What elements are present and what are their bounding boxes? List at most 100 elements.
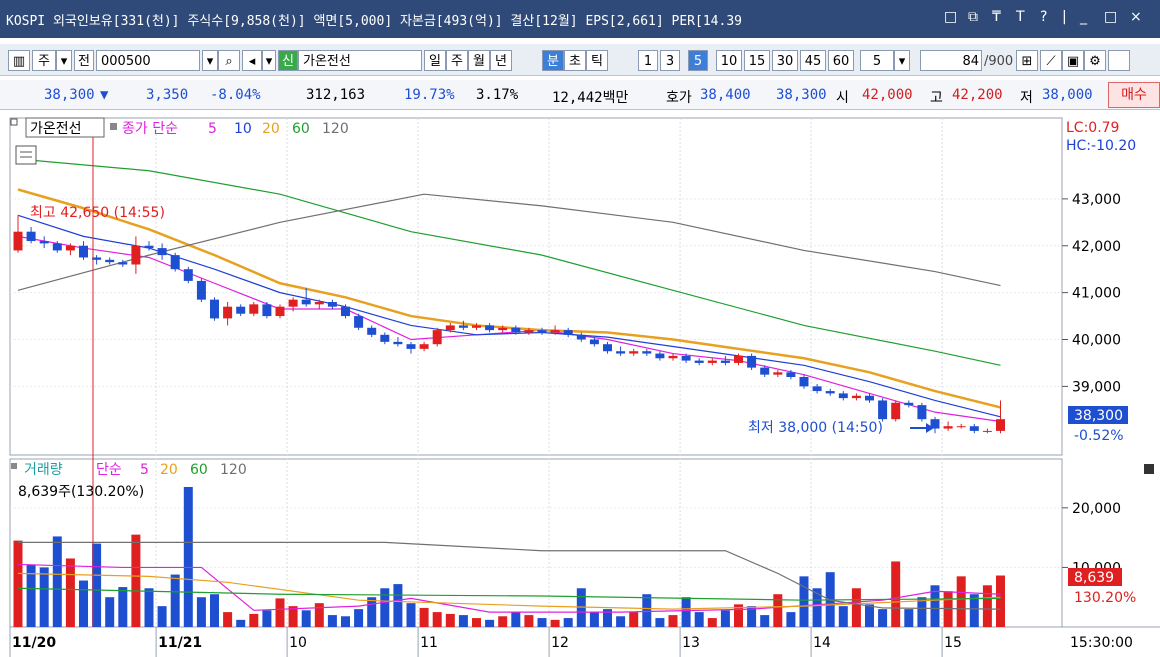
count-input[interactable]: 84 [920, 50, 982, 71]
drawing-icon[interactable]: ⟋ [1040, 50, 1062, 71]
minimize-icon[interactable]: _ [1080, 9, 1087, 25]
candle[interactable] [380, 334, 390, 342]
search-icon[interactable]: ⌕ [218, 50, 240, 71]
volume-bar[interactable] [838, 606, 848, 627]
candle[interactable] [79, 245, 88, 258]
period-week[interactable]: 주 [446, 50, 468, 71]
candle[interactable] [655, 353, 665, 359]
candle[interactable] [367, 327, 377, 335]
volume-bar[interactable] [393, 584, 403, 627]
candle[interactable] [786, 372, 796, 377]
volume-bar[interactable] [79, 580, 88, 627]
candle[interactable] [170, 255, 180, 270]
candle[interactable] [629, 351, 639, 354]
volume-bar[interactable] [668, 615, 678, 627]
candle[interactable] [891, 402, 901, 420]
volume-bar[interactable] [314, 603, 324, 627]
settings-icon[interactable]: ⚙ [1084, 50, 1106, 71]
volume-bar[interactable] [891, 561, 901, 627]
candle[interactable] [642, 351, 652, 354]
volume-bar[interactable] [956, 576, 966, 627]
interval-45[interactable]: 45 [800, 50, 826, 71]
candle[interactable] [865, 395, 874, 401]
candle[interactable] [249, 304, 259, 314]
volume-bar[interactable] [694, 612, 704, 627]
volume-bar[interactable] [734, 604, 743, 627]
code-dropdown-icon[interactable]: ▾ [202, 50, 218, 71]
candle[interactable] [707, 360, 717, 363]
candle[interactable] [720, 360, 730, 363]
period-month[interactable]: 월 [468, 50, 490, 71]
font-icon[interactable]: T [1016, 9, 1025, 25]
candle[interactable] [354, 316, 364, 328]
volume-bar[interactable] [563, 618, 573, 627]
volume-bar[interactable] [39, 567, 49, 627]
candle[interactable] [603, 344, 612, 352]
candle[interactable] [799, 377, 809, 387]
volume-bar[interactable] [419, 607, 429, 627]
candle[interactable] [734, 355, 743, 363]
volume-bar[interactable] [380, 588, 390, 627]
volume-bar[interactable] [603, 609, 612, 627]
candle[interactable] [118, 262, 128, 265]
candle[interactable] [105, 259, 115, 263]
period-year[interactable]: 년 [490, 50, 512, 71]
volume-bar[interactable] [301, 610, 311, 627]
candle[interactable] [747, 355, 757, 368]
type-select[interactable]: 주 [32, 50, 56, 71]
candle[interactable] [760, 367, 770, 375]
volume-bar[interactable] [210, 594, 219, 627]
candle[interactable] [668, 355, 678, 359]
volume-bar[interactable] [707, 618, 717, 627]
volume-bar[interactable] [812, 588, 822, 627]
volume-bar[interactable] [865, 604, 874, 627]
volume-bar[interactable] [327, 615, 337, 627]
volume-bar[interactable] [170, 574, 180, 627]
volume-bar[interactable] [183, 486, 193, 627]
candle[interactable] [812, 386, 822, 392]
candle[interactable] [314, 302, 324, 305]
volume-bar[interactable] [616, 616, 626, 627]
volume-bar[interactable] [13, 540, 23, 627]
checkbox[interactable] [1108, 50, 1130, 71]
volume-bar[interactable] [262, 610, 272, 627]
period-day[interactable]: 일 [424, 50, 446, 71]
interval-15[interactable]: 15 [744, 50, 770, 71]
candle[interactable] [458, 325, 468, 328]
volume-bar[interactable] [472, 618, 481, 627]
candle[interactable] [406, 344, 416, 349]
candle[interactable] [183, 269, 193, 281]
candle[interactable] [393, 341, 403, 345]
candle[interactable] [210, 299, 219, 319]
volume-bar[interactable] [288, 606, 298, 627]
candle[interactable] [576, 334, 586, 340]
volume-bar[interactable] [157, 606, 167, 627]
volume-bar[interactable] [354, 609, 364, 627]
candle[interactable] [341, 306, 350, 317]
stock-name-field[interactable]: 가온전선 [298, 50, 422, 71]
volume-bar[interactable] [105, 597, 115, 627]
volume-bar[interactable] [550, 619, 560, 627]
layout-icon[interactable]: ▥ [8, 50, 30, 71]
candle[interactable] [904, 402, 914, 406]
candle[interactable] [982, 430, 992, 432]
restore-icon[interactable]: □ [944, 9, 958, 25]
candle[interactable] [969, 426, 979, 431]
candle[interactable] [485, 325, 495, 331]
candle[interactable] [157, 248, 167, 256]
volume-bar[interactable] [878, 609, 888, 627]
interval-1[interactable]: 1 [638, 50, 658, 71]
candle[interactable] [943, 426, 953, 429]
volume-bar[interactable] [982, 585, 992, 627]
prev-button[interactable]: 전 [74, 50, 94, 71]
volume-bar[interactable] [458, 615, 468, 627]
volume-bar[interactable] [249, 613, 259, 627]
candle[interactable] [472, 325, 481, 328]
candle[interactable] [511, 327, 521, 333]
volume-bar[interactable] [996, 575, 1005, 627]
candle[interactable] [92, 257, 102, 260]
volume-bar[interactable] [589, 612, 599, 627]
candle[interactable] [65, 245, 75, 251]
candle[interactable] [616, 351, 626, 354]
